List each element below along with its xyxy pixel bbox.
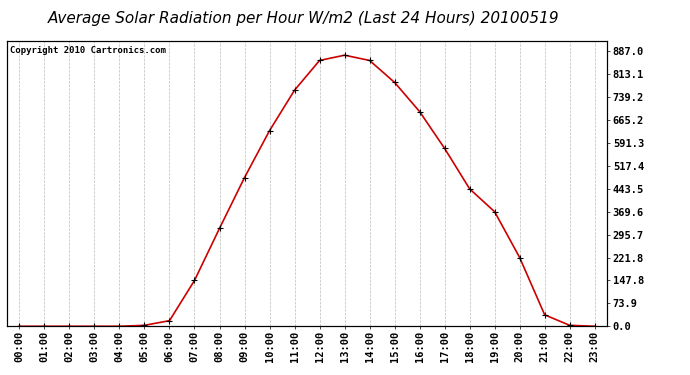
Text: Average Solar Radiation per Hour W/m2 (Last 24 Hours) 20100519: Average Solar Radiation per Hour W/m2 (L…: [48, 11, 560, 26]
Text: Copyright 2010 Cartronics.com: Copyright 2010 Cartronics.com: [10, 45, 166, 54]
